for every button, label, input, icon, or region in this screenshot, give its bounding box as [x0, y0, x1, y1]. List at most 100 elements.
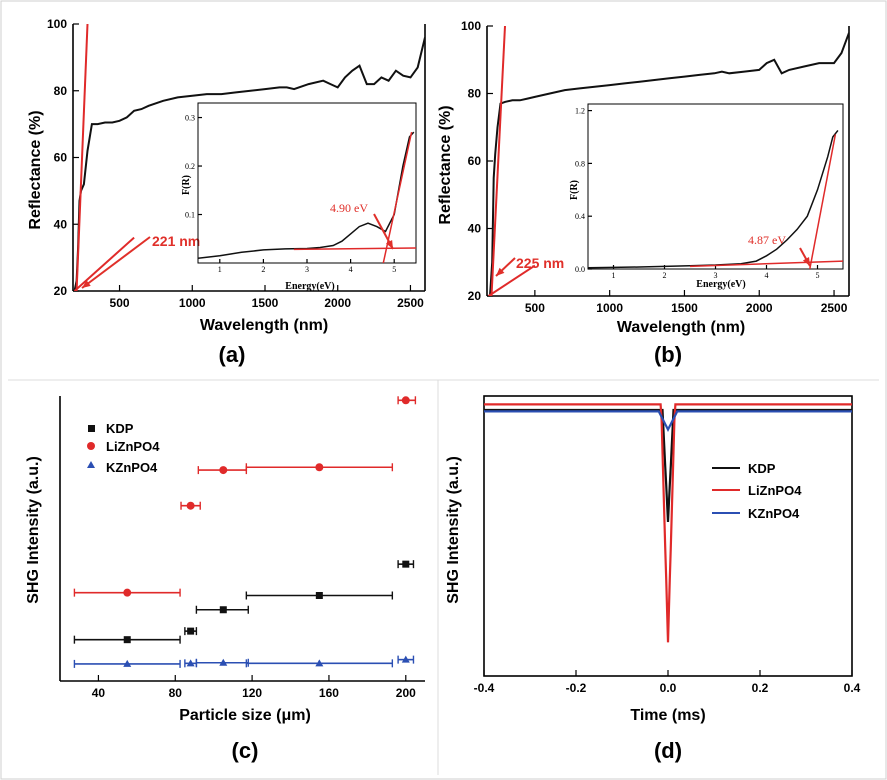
b-inset-arrow-head — [802, 257, 810, 266]
c-kdp-point — [219, 606, 227, 614]
a-ylabel: Reflectance (%) — [27, 110, 44, 229]
c-axes: 40 80 120 160 200 — [59, 396, 425, 700]
a-inset-xtick-label: 2 — [261, 265, 265, 274]
c-legend-kdp-marker — [88, 425, 95, 432]
a-series-1 — [75, 24, 89, 291]
c-xtick-label: 120 — [242, 686, 262, 700]
b-inset-ytick-label: 0.0 — [575, 265, 585, 274]
a-inset-xtick-label: 5 — [392, 265, 396, 274]
c-kznpo4-point — [123, 659, 132, 667]
a-xtick-label: 1500 — [252, 296, 279, 310]
a-inset-xtick-label: 3 — [305, 265, 309, 274]
a-xtick-label: 500 — [110, 296, 130, 310]
a-inset-ylabel: F(R) — [181, 175, 192, 195]
d-xtick-label: -0.4 — [474, 681, 495, 695]
d-xtick-label: 0.2 — [752, 681, 769, 695]
c-legend-kzn-marker — [87, 461, 95, 468]
a-inset-xtick-label: 1 — [218, 265, 222, 274]
b-ytick-label: 60 — [468, 154, 482, 168]
b-xtick-label: 2500 — [821, 301, 848, 315]
a-ytick-label: 60 — [54, 151, 68, 165]
a-onset-arrow-head — [82, 280, 91, 288]
c-kdp-point — [187, 627, 195, 635]
panel-label-b: (b) — [654, 342, 682, 367]
d-series-liznpo4 — [484, 403, 852, 643]
b-xtick-label: 1500 — [671, 301, 698, 315]
b-inset-series-0 — [588, 129, 839, 269]
c-xtick-label: 40 — [92, 686, 106, 700]
c-xlabel: Particle size (μm) — [179, 707, 311, 724]
a-axes: 500 1000 1500 2000 2500 20 40 60 80 100 — [47, 17, 425, 310]
d-xtick-label: -0.2 — [566, 681, 587, 695]
d-ylabel: SHG Intensity (a.u.) — [445, 456, 462, 604]
c-kdp-point — [402, 560, 410, 568]
b-inset-xtick-label: 1 — [612, 271, 616, 280]
c-legend-kzn: KZnPO4 — [106, 460, 158, 475]
a-ytick-label: 20 — [54, 284, 68, 298]
b-bandgap-label: 4.87 eV — [748, 233, 786, 247]
b-onset-arrow-head — [496, 267, 505, 276]
b-inset-xtick-label: 4 — [765, 271, 769, 280]
d-legend: KDP LiZnPO4 KZnPO4 — [712, 461, 802, 521]
a-series-2 — [73, 236, 135, 291]
a-inset-axes: 1 2 3 4 5 0.1 0.2 0.3 — [185, 102, 417, 274]
d-series-kznpo4 — [484, 410, 852, 433]
a-series-0 — [73, 37, 425, 291]
c-xtick-label: 80 — [169, 686, 183, 700]
a-inset-ytick-label: 0.2 — [185, 162, 195, 171]
b-xlabel: Wavelength (nm) — [617, 319, 745, 336]
c-legend-lizn-marker — [87, 442, 95, 450]
b-inset-ytick-label: 1.2 — [575, 107, 585, 116]
b-inset-xlabel: Energy(eV) — [696, 279, 745, 290]
a-ytick-label: 80 — [54, 84, 68, 98]
a-xlabel: Wavelength (nm) — [200, 317, 328, 334]
c-liznpo4-point — [315, 463, 324, 472]
a-inset-arrow-head — [385, 240, 393, 249]
d-legend-kdp: KDP — [748, 461, 776, 476]
a-inset-ytick-label: 0.1 — [185, 211, 195, 220]
b-series-0 — [489, 32, 849, 296]
b-xtick-label: 1000 — [596, 301, 623, 315]
c-ylabel: SHG Intensity (a.u.) — [25, 456, 42, 604]
d-xlabel: Time (ms) — [630, 707, 705, 724]
b-inset-xtick-label: 5 — [816, 271, 820, 280]
panel-label-c: (c) — [232, 738, 259, 763]
c-kdp-point — [315, 592, 323, 599]
d-xtick-label: 0.0 — [660, 681, 677, 695]
c-xtick-label: 160 — [319, 686, 339, 700]
c-kznpo4-point — [315, 659, 324, 667]
b-ylabel: Reflectance (%) — [437, 105, 454, 224]
c-legend-lizn: LiZnPO4 — [106, 439, 160, 454]
a-inset-xtick-label: 4 — [349, 265, 353, 274]
d-legend-lizn: LiZnPO4 — [748, 483, 802, 498]
b-axes: 500 1000 1500 2000 2500 20 40 60 80 100 — [461, 19, 849, 315]
d-axes: -0.4 -0.2 0.0 0.2 0.4 — [474, 395, 861, 695]
c-liznpo4-point — [186, 501, 195, 510]
d-legend-kzn: KZnPO4 — [748, 506, 800, 521]
b-xtick-label: 2000 — [746, 301, 773, 315]
c-kznpo4-point — [219, 658, 228, 666]
a-ytick-label: 100 — [47, 17, 67, 31]
c-kdp-point — [123, 636, 131, 644]
c-kznpo4-point — [401, 655, 410, 663]
b-inset-xtick-label: 3 — [714, 271, 718, 280]
b-inset-series-2 — [809, 134, 837, 269]
b-inset-series-1 — [689, 260, 843, 268]
b-inset-ylabel: F(R) — [569, 180, 580, 200]
a-xtick-label: 2500 — [397, 296, 424, 310]
a-inset-series-1 — [293, 247, 416, 251]
b-ytick-label: 40 — [468, 222, 482, 236]
c-legend: KDP LiZnPO4 KZnPO4 — [87, 421, 160, 475]
b-ytick-label: 20 — [468, 289, 482, 303]
a-inset-ytick-label: 0.3 — [185, 114, 195, 123]
c-xtick-label: 200 — [396, 686, 416, 700]
b-xtick-label: 500 — [525, 301, 545, 315]
d-series-kdp — [484, 408, 852, 523]
a-onset-label: 221 nm — [152, 233, 200, 249]
b-inset-ytick-label: 0.4 — [575, 212, 585, 221]
a-ytick-label: 40 — [54, 217, 68, 231]
a-bandgap-label: 4.90 eV — [330, 201, 368, 215]
b-ytick-label: 100 — [461, 19, 481, 33]
c-liznpo4-point — [123, 588, 132, 597]
